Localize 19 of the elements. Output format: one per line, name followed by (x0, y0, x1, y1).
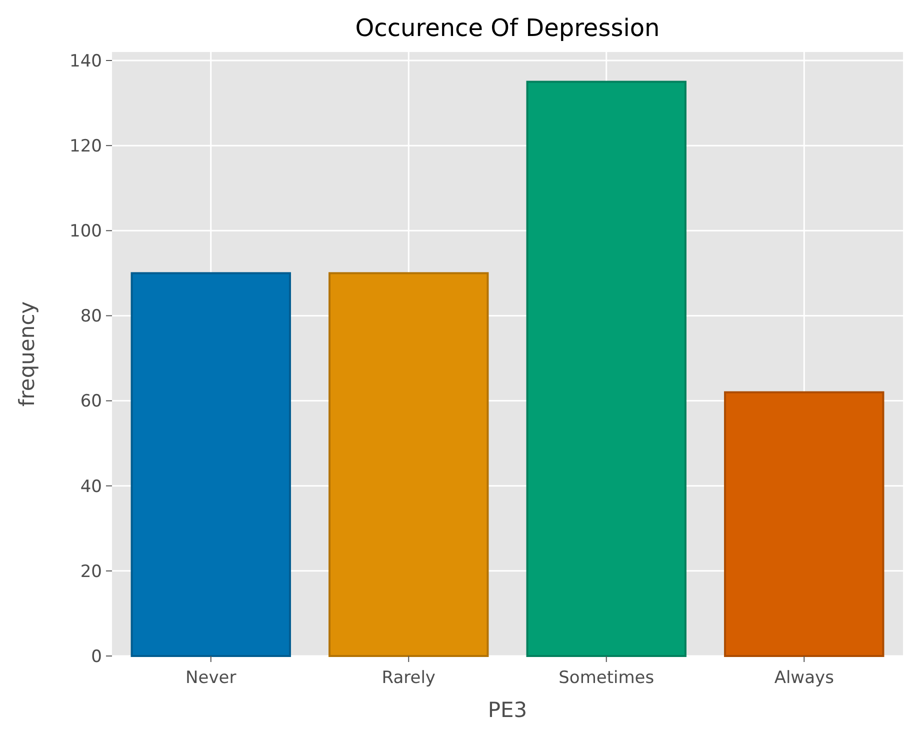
chart-title: Occurence Of Depression (355, 14, 660, 42)
bar (130, 272, 291, 657)
bar (328, 272, 489, 657)
y-tick-label: 120 (70, 136, 102, 157)
y-tick-label: 60 (80, 392, 102, 412)
bar (526, 80, 686, 657)
y-tick-label: 80 (80, 306, 102, 327)
y-tick-label: 20 (80, 562, 102, 582)
y-tick-label: 140 (70, 51, 102, 72)
y-tick-label: 100 (70, 222, 102, 242)
x-tick-label: Sometimes (558, 668, 654, 688)
y-axis-title: frequency (15, 301, 39, 407)
x-tick-label: Always (774, 668, 834, 688)
x-axis-title: PE3 (488, 698, 528, 722)
y-tick-label: 40 (80, 476, 102, 497)
y-tick-label: 0 (91, 646, 102, 667)
x-tick-label: Never (186, 668, 236, 688)
x-tick-label: Rarely (382, 668, 436, 688)
bar (724, 391, 884, 657)
